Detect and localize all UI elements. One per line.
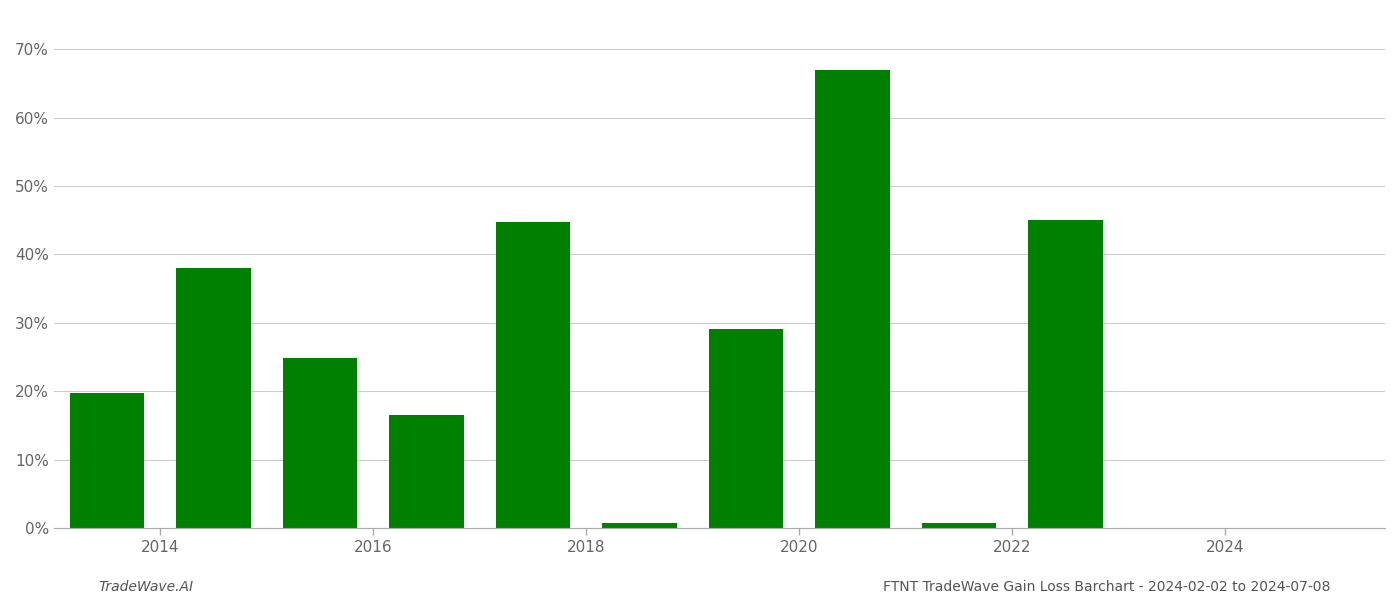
Bar bbox=[1028, 220, 1103, 528]
Bar bbox=[70, 394, 144, 528]
Text: TradeWave.AI: TradeWave.AI bbox=[98, 580, 193, 594]
Bar bbox=[602, 523, 676, 528]
Bar bbox=[708, 329, 784, 528]
Text: FTNT TradeWave Gain Loss Barchart - 2024-02-02 to 2024-07-08: FTNT TradeWave Gain Loss Barchart - 2024… bbox=[882, 580, 1330, 594]
Bar bbox=[815, 70, 890, 528]
Bar bbox=[921, 523, 997, 528]
Bar bbox=[496, 223, 570, 528]
Bar bbox=[389, 415, 463, 528]
Bar bbox=[176, 268, 251, 528]
Bar bbox=[283, 358, 357, 528]
